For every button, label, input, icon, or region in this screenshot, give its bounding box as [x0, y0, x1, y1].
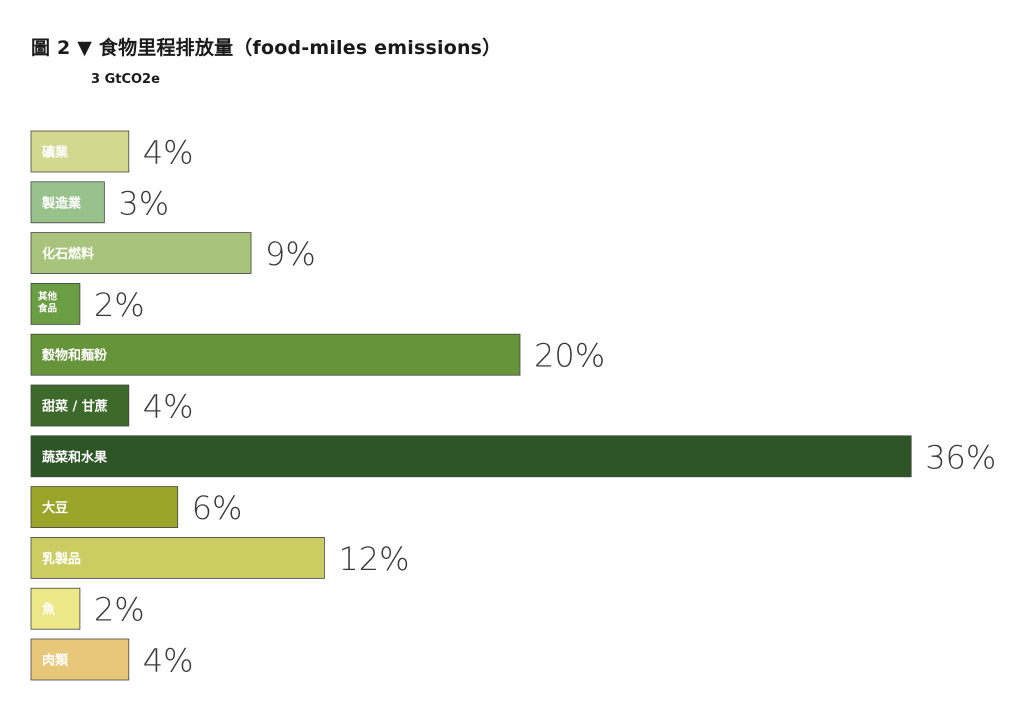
value-label: 2% — [94, 591, 145, 629]
value-label: 4% — [143, 388, 194, 426]
chart-title: 圖 2 ▼ 食物里程排放量（food-miles emissions） — [31, 37, 502, 59]
bar — [30, 181, 105, 224]
bar-label: 礦業 — [42, 145, 69, 161]
value-label: 9% — [265, 235, 316, 273]
value-label: 12% — [338, 540, 409, 578]
bar — [30, 282, 81, 325]
bar — [30, 587, 81, 630]
bar-label: 肉類 — [42, 653, 69, 669]
bar — [30, 130, 130, 173]
bar-label: 大豆 — [42, 500, 68, 516]
value-label: 3% — [118, 184, 169, 222]
bar-label: 蔬菜和水果 — [42, 449, 107, 465]
value-label: 2% — [94, 286, 145, 324]
value-label: 36% — [925, 438, 996, 476]
bar-label: 其他食品 — [37, 290, 58, 314]
value-label: 20% — [534, 337, 605, 375]
bar — [30, 333, 521, 376]
bar — [30, 435, 912, 478]
value-label: 4% — [143, 642, 194, 680]
bar-label: 乳製品 — [42, 551, 81, 567]
bar — [30, 638, 130, 681]
bar-label: 化石燃料 — [42, 246, 94, 262]
bar-label: 穀物和麵粉 — [41, 348, 107, 364]
bar — [30, 537, 325, 579]
bar-label: 魚 — [42, 602, 55, 618]
value-label: 4% — [143, 134, 194, 172]
bar-label: 製造業 — [41, 195, 82, 211]
bar-label: 甜菜 / 甘蔗 — [42, 399, 108, 415]
bar — [30, 486, 179, 529]
chart-subtitle: 3 GtCO2e — [91, 72, 160, 87]
bar — [30, 232, 252, 275]
value-label: 6% — [192, 489, 243, 527]
bar — [30, 384, 130, 427]
